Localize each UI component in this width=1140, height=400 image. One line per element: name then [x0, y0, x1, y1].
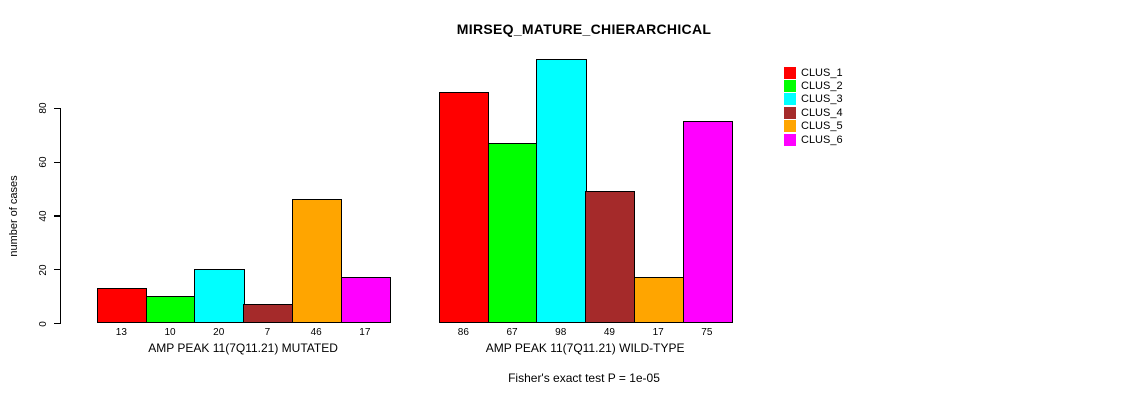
fisher-test-annotation: Fisher's exact test P = 1e-05 [508, 371, 660, 385]
bar-value-label: 10 [164, 327, 176, 338]
legend-label: CLUS_5 [801, 120, 843, 133]
bar-clus_3-group1 [194, 269, 245, 323]
legend-swatch-icon [784, 133, 796, 146]
bar-value-label: 67 [506, 327, 518, 338]
bar-value-label: 17 [652, 327, 664, 338]
legend: CLUS_1 CLUS_2 CLUS_3 CLUS_4 CLUS_5 CLUS_6 [784, 66, 843, 146]
bar-value-label: 17 [359, 327, 371, 338]
bar-value-label: 7 [264, 327, 271, 338]
bar-clus_5-group2 [633, 277, 684, 323]
legend-label: CLUS_1 [801, 66, 843, 79]
y-tick [54, 107, 60, 109]
bar-clus_2-group2 [487, 142, 538, 323]
bar-clus_4-group2 [585, 191, 636, 323]
y-tick-label: 80 [38, 102, 49, 114]
legend-label: CLUS_4 [801, 106, 843, 119]
y-tick-label: 60 [38, 156, 49, 168]
legend-item-clus_2: CLUS_2 [784, 79, 843, 93]
bar-clus_3-group2 [536, 59, 587, 323]
bar-value-label: 49 [603, 327, 615, 338]
y-axis-line [60, 107, 62, 325]
legend-swatch-icon [784, 80, 796, 93]
legend-item-clus_4: CLUS_4 [784, 106, 843, 119]
group-axis-label: AMP PEAK 11(7Q11.21) WILD-TYPE [485, 341, 685, 355]
group-axis-label: AMP PEAK 11(7Q11.21) MUTATED [148, 341, 338, 355]
bar-clus_5-group1 [291, 199, 342, 323]
y-tick [54, 323, 60, 325]
bar-clus_1-group1 [97, 288, 148, 323]
bar-value-label: 98 [555, 327, 567, 338]
bar-value-label: 13 [115, 327, 127, 338]
bar-value-label: 46 [310, 327, 322, 338]
bar-clus_4-group1 [243, 304, 294, 323]
legend-swatch-icon [784, 120, 796, 133]
legend-item-clus_6: CLUS_6 [784, 133, 843, 146]
y-axis-label: number of cases [8, 175, 20, 257]
legend-swatch-icon [784, 66, 796, 79]
bar-clus_6-group1 [340, 277, 391, 323]
legend-label: CLUS_3 [801, 93, 843, 106]
y-tick-label: 0 [38, 320, 49, 327]
y-tick [54, 161, 60, 163]
legend-swatch-icon [784, 106, 796, 119]
legend-swatch-icon [784, 93, 796, 106]
y-tick-label: 20 [38, 264, 49, 276]
legend-label: CLUS_2 [801, 80, 843, 93]
legend-item-clus_1: CLUS_1 [784, 66, 843, 79]
y-tick-label: 40 [38, 210, 49, 222]
legend-label: CLUS_6 [801, 133, 843, 146]
legend-item-clus_3: CLUS_3 [784, 93, 843, 106]
bar-clus_2-group1 [145, 296, 196, 323]
bar-value-label: 75 [701, 327, 713, 338]
bar-clus_1-group2 [439, 91, 490, 323]
bar-value-label: 20 [213, 327, 225, 338]
y-tick [54, 269, 60, 271]
y-tick [54, 215, 60, 217]
bar-clus_6-group2 [682, 121, 733, 323]
bar-value-label: 86 [457, 327, 469, 338]
chart-title: MIRSEQ_MATURE_CHIERARCHICAL [456, 21, 712, 37]
legend-item-clus_5: CLUS_5 [784, 120, 843, 133]
